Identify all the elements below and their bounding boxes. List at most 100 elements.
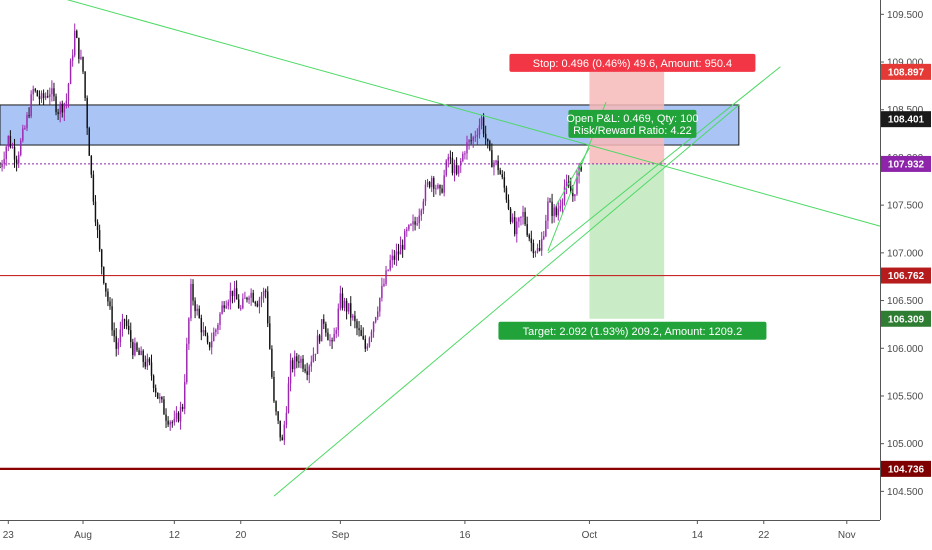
candle-body [173, 418, 176, 423]
candle-body [387, 269, 389, 271]
candle-body [92, 174, 95, 202]
candle-body [132, 341, 134, 356]
candle-body [507, 199, 510, 209]
candle-body [403, 231, 406, 250]
y-tick-label: 106.000 [887, 344, 924, 355]
candle-body [250, 292, 252, 298]
candle-body [296, 356, 298, 362]
candle-body [157, 392, 159, 399]
candle-body [103, 266, 105, 284]
price-badge-box [881, 267, 931, 284]
candle-body [464, 153, 466, 155]
candle-body [269, 323, 271, 349]
price-badge-box [881, 460, 931, 477]
candle-body [354, 315, 356, 322]
candle-body [511, 217, 514, 222]
candle-body [221, 305, 223, 314]
candle-body [389, 260, 391, 270]
candle-body [505, 187, 508, 200]
candle-body [281, 437, 283, 441]
candle-body [24, 128, 26, 130]
candle-body [453, 165, 456, 174]
candle-body [98, 230, 101, 250]
candle-body [186, 343, 188, 383]
candle-body [372, 322, 375, 332]
candle-body [308, 366, 310, 375]
candle-body [69, 60, 72, 84]
candle-body [406, 229, 408, 232]
candle-body [553, 207, 555, 216]
candle-body [491, 150, 493, 168]
y-tick-label: 107.500 [887, 201, 924, 212]
candle-body [561, 200, 564, 206]
candle-body [53, 88, 55, 97]
candle-body [26, 115, 28, 129]
candle-body [204, 330, 207, 336]
candle-body [480, 117, 483, 126]
y-tick-label: 105.000 [887, 439, 924, 450]
candle-body [61, 103, 63, 113]
candle-body [360, 330, 362, 336]
candle-body [487, 138, 489, 142]
y-tick-label: 109.000 [887, 58, 924, 69]
candle-body [235, 288, 238, 300]
candle-body [536, 248, 539, 252]
candle-body [447, 157, 450, 161]
candle-body [540, 238, 543, 251]
candle-body [520, 216, 522, 218]
candle-body [86, 97, 88, 129]
candle-body [547, 201, 549, 221]
y-tick-label: 109.500 [887, 10, 924, 21]
position-tool-layer[interactable] [589, 71, 665, 319]
candle-body [194, 300, 196, 312]
candle-body [57, 112, 59, 115]
candle-body [49, 94, 51, 98]
candle-body [516, 221, 518, 235]
candle-body [291, 360, 294, 370]
candle-body [196, 308, 198, 312]
candle-body [202, 330, 205, 333]
candle-body [320, 319, 323, 342]
candle-body [13, 146, 16, 160]
candle-body [287, 383, 290, 413]
candle-body [449, 157, 452, 159]
candle-body [219, 313, 221, 325]
candle-body [364, 339, 367, 349]
short-rising-line [547, 66, 781, 254]
candle-body [94, 201, 97, 223]
candle-body [246, 297, 248, 300]
candle-body [451, 158, 454, 174]
x-tick-label: 14 [692, 530, 704, 541]
candle-body [28, 115, 30, 117]
candle-body [379, 298, 381, 312]
trend-lines-layer[interactable] [58, 0, 881, 497]
candle-body [289, 360, 292, 384]
price-badge-text: 106.762 [888, 271, 925, 282]
candle-body [32, 89, 34, 95]
candle-body [84, 71, 86, 98]
candle-body [40, 93, 43, 100]
candle-body [34, 89, 37, 91]
candle-body [9, 135, 12, 148]
candle-body [123, 319, 126, 321]
candle-body [331, 340, 333, 342]
candle-body [482, 117, 485, 134]
candle-body [71, 55, 74, 61]
candle-body [474, 136, 477, 138]
candle-body [264, 290, 267, 292]
candle-body [258, 299, 261, 307]
candle-body [489, 141, 491, 151]
x-tick-label: Aug [74, 530, 92, 541]
candle-body [179, 406, 182, 422]
candles-layer [0, 23, 582, 445]
price-badge-text: 108.401 [888, 115, 925, 126]
candle-body [393, 255, 396, 260]
position-labels-layer: Stop: 0.496 (0.46%) 49.6, Amount: 950.4 O… [498, 53, 767, 340]
candle-body [273, 376, 275, 402]
candle-body [383, 283, 385, 286]
candle-body [302, 358, 304, 369]
candle-body [428, 182, 431, 188]
candle-body [42, 93, 45, 98]
candle-body [559, 205, 562, 209]
